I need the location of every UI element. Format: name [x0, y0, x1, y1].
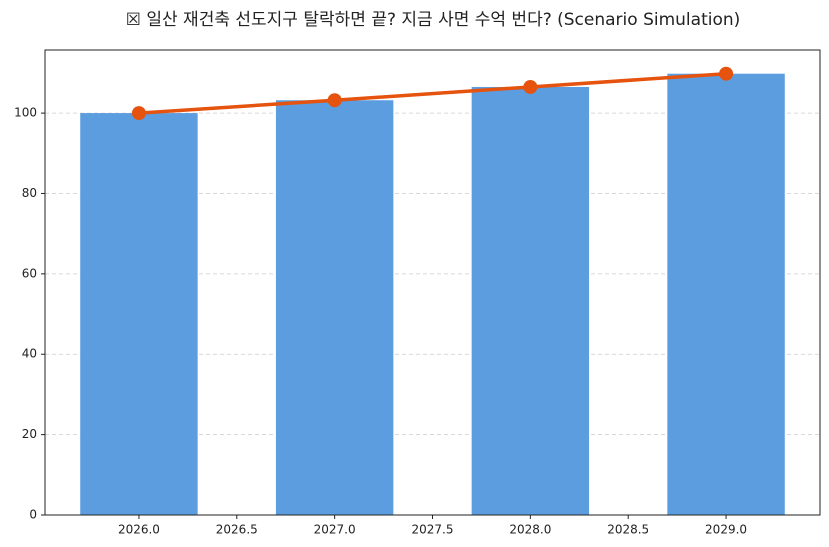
line	[138, 71, 727, 115]
y-tick-label: 80	[22, 186, 37, 200]
bar	[80, 113, 198, 515]
line-marker	[327, 93, 342, 108]
x-tick-label: 2026.5	[216, 523, 258, 537]
x-tick-label: 2026.0	[118, 523, 160, 537]
line-marker	[131, 106, 146, 121]
x-tick-label: 2028.0	[509, 523, 551, 537]
y-tick-label: 40	[22, 347, 37, 361]
x-tick-label: 2028.5	[607, 523, 649, 537]
y-tick-label: 20	[22, 427, 37, 441]
chart-title: ☒ 일산 재건축 선도지구 탈락하면 끝? 지금 사면 수억 번다? (Scen…	[126, 10, 741, 30]
x-tick-label: 2027.0	[314, 523, 356, 537]
x-tick-label: 2029.0	[705, 523, 747, 537]
bar	[667, 73, 785, 515]
x-tick-label: 2027.5	[412, 523, 454, 537]
y-tick-label: 60	[22, 266, 37, 280]
y-tick-label: 0	[29, 508, 37, 522]
line-marker	[719, 66, 734, 81]
line-marker	[523, 79, 538, 94]
bar	[275, 100, 394, 516]
y-tick-label: 100	[14, 106, 37, 120]
bar	[471, 86, 590, 515]
